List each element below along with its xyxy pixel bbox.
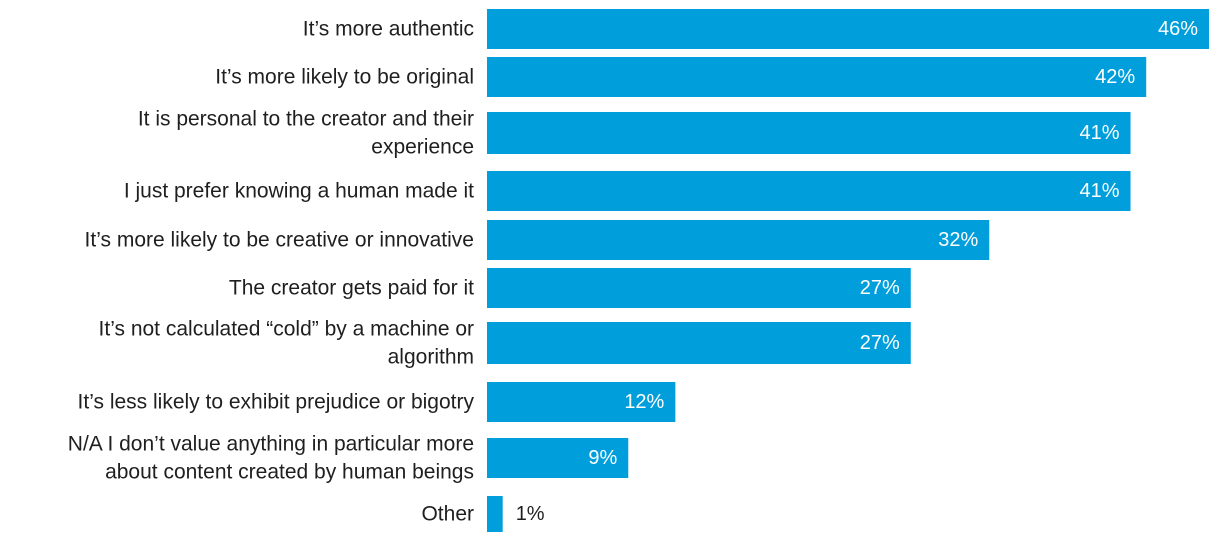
bar (487, 382, 676, 422)
category-label: I just prefer knowing a human made it (124, 180, 474, 203)
bar (487, 171, 1131, 211)
bar (487, 268, 911, 308)
category-label: It’s more authentic (303, 18, 474, 41)
bar (487, 220, 990, 260)
value-label: 27% (860, 277, 900, 299)
value-label: 41% (1079, 122, 1119, 144)
category-label: It’s not calculated “cold” by a machine … (99, 318, 474, 369)
value-label: 27% (860, 332, 900, 354)
category-label: The creator gets paid for it (229, 277, 474, 300)
bar (487, 112, 1131, 154)
category-label: It’s more likely to be creative or innov… (85, 229, 474, 252)
value-label: 42% (1095, 66, 1135, 88)
value-label: 46% (1158, 18, 1198, 40)
bar (487, 438, 629, 478)
bar (487, 9, 1209, 49)
bar (487, 496, 503, 532)
value-label: 9% (588, 447, 617, 469)
category-label: Other (421, 503, 474, 526)
value-label: 32% (938, 229, 978, 251)
category-label: N/A I don’t value anything in particular… (68, 433, 474, 484)
value-label: 1% (516, 503, 545, 525)
bar (487, 322, 911, 364)
value-label: 41% (1079, 180, 1119, 202)
category-label: It’s less likely to exhibit prejudice or… (78, 391, 475, 414)
value-label: 12% (624, 391, 664, 413)
category-label: It is personal to the creator and their e… (138, 108, 474, 159)
bar (487, 57, 1147, 97)
category-label: It’s more likely to be original (215, 66, 474, 89)
